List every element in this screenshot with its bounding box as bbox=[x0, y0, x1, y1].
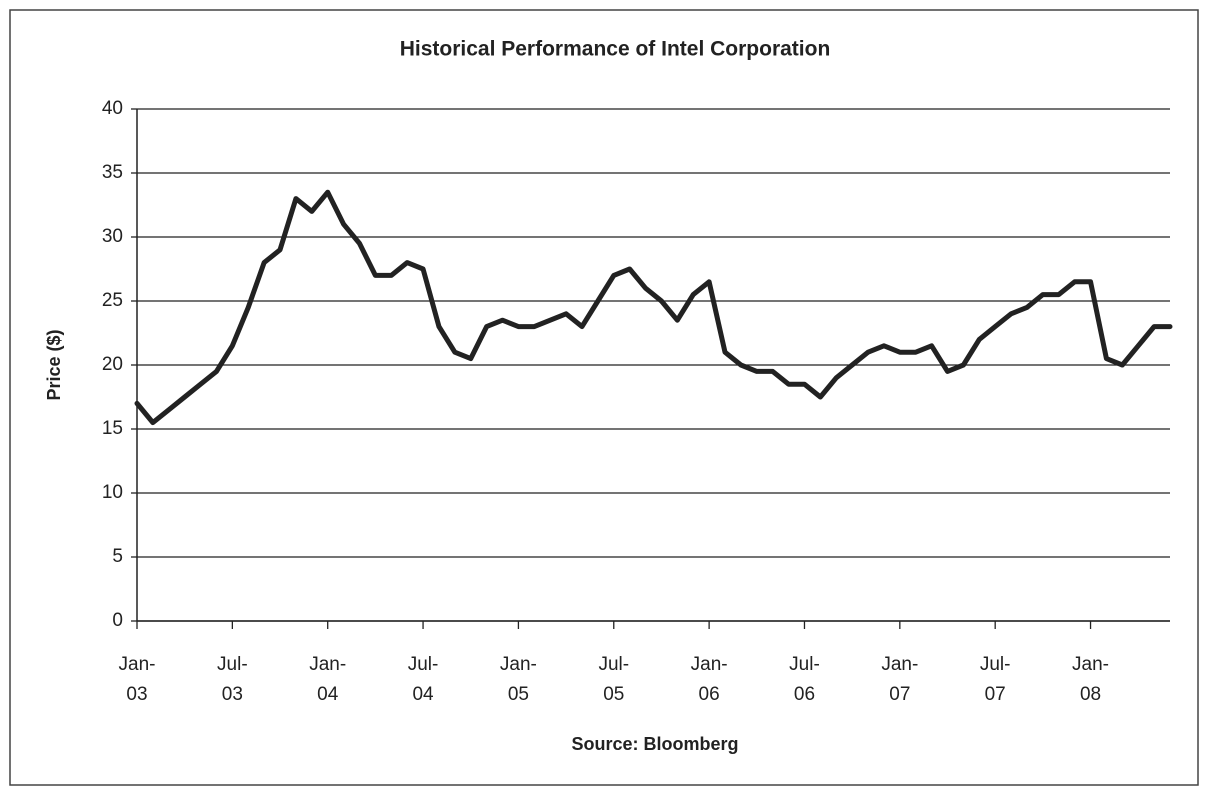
x-axis-label: Source: Bloomberg bbox=[571, 734, 738, 754]
x-tick-label-line: Jul- bbox=[598, 654, 629, 675]
x-tick-label: Jan- 08 bbox=[1072, 654, 1109, 705]
x-tick-label-line: 05 bbox=[508, 684, 529, 705]
y-axis-label: Price ($) bbox=[44, 329, 64, 400]
x-tick-label-line: 03 bbox=[222, 684, 243, 705]
y-tick-label: 0 bbox=[112, 610, 123, 631]
y-tick-label: 30 bbox=[102, 226, 123, 247]
x-tick-label: Jul- 03 bbox=[217, 654, 248, 705]
x-tick-label-line: Jul- bbox=[408, 654, 439, 675]
x-tick-label-line: Jan- bbox=[119, 654, 156, 675]
x-tick-label-line: Jan- bbox=[881, 654, 918, 675]
x-tick-label-line: 04 bbox=[412, 684, 434, 705]
x-tick-label: Jul- 07 bbox=[980, 654, 1011, 705]
x-tick-label: Jul- 04 bbox=[408, 654, 439, 705]
y-tick-label: 5 bbox=[112, 546, 123, 567]
x-tick-label: Jan- 06 bbox=[691, 654, 728, 705]
y-tick-label: 15 bbox=[102, 418, 123, 439]
y-tick-label: 10 bbox=[102, 482, 123, 503]
x-tick-label-line: 06 bbox=[794, 684, 815, 705]
x-tick-label-line: Jul- bbox=[789, 654, 820, 675]
x-tick-label-line: 04 bbox=[317, 684, 339, 705]
x-tick-label-line: 03 bbox=[126, 684, 147, 705]
x-tick-label-line: 05 bbox=[603, 684, 624, 705]
x-tick-label: Jul- 05 bbox=[598, 654, 629, 705]
x-tick-label-line: Jan- bbox=[500, 654, 537, 675]
price-line bbox=[134, 189, 1173, 426]
x-tick-label-line: 07 bbox=[889, 684, 910, 705]
chart-frame bbox=[9, 9, 1199, 786]
x-tick-label: Jan- 03 bbox=[119, 654, 156, 705]
y-tick-label: 25 bbox=[102, 290, 123, 311]
x-tick-label: Jan- 05 bbox=[500, 654, 537, 705]
x-tick-label-line: 07 bbox=[985, 684, 1006, 705]
y-tick-label: 20 bbox=[102, 354, 123, 375]
x-tick-label-line: Jul- bbox=[217, 654, 248, 675]
x-tick-label-line: Jan- bbox=[1072, 654, 1109, 675]
x-tick-label: Jan- 04 bbox=[309, 654, 346, 705]
x-tick-label: Jan- 07 bbox=[881, 654, 918, 705]
x-tick-label-line: 06 bbox=[699, 684, 720, 705]
x-tick-label-line: Jan- bbox=[691, 654, 728, 675]
x-tick-label-line: 08 bbox=[1080, 684, 1101, 705]
x-tick-label: Jul- 06 bbox=[789, 654, 820, 705]
x-tick-label-line: Jan- bbox=[309, 654, 346, 675]
chart-title: Historical Performance of Intel Corporat… bbox=[400, 38, 831, 61]
y-tick-label: 40 bbox=[102, 98, 123, 119]
y-tick-label: 35 bbox=[102, 162, 123, 183]
x-tick-label-line: Jul- bbox=[980, 654, 1011, 675]
